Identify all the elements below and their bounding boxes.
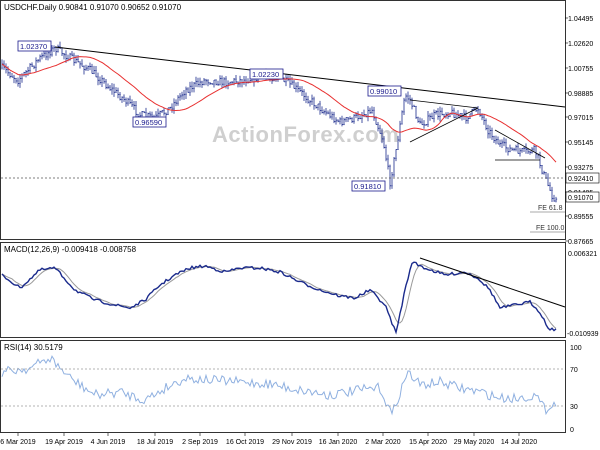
x-tick-label: 29 Nov 2019: [272, 439, 312, 446]
price-y-tick: 0.87665: [568, 239, 593, 246]
channel-upper-line: [494, 129, 546, 159]
svg-text:1.02370: 1.02370: [20, 42, 47, 51]
svg-text:0.91810: 0.91810: [354, 182, 381, 191]
rsi-y-70: 70: [570, 367, 578, 374]
rsi-header: RSI(14) 30.5179: [4, 343, 63, 352]
x-tick-label: 6 Mar 2019: [0, 439, 36, 446]
price-series: [1, 41, 558, 203]
level-marker: 0.92410: [565, 172, 600, 184]
x-tick-label: 19 Apr 2019: [45, 439, 83, 446]
macd-signal-line: [1, 263, 557, 329]
triangle-upper-line: [409, 99, 479, 109]
x-tick-label: 2 Mar 2020: [365, 439, 401, 446]
x-tick-label: 4 Jun 2019: [91, 439, 126, 446]
price-y-tick: 0.89555: [568, 214, 593, 221]
macd-line: [1, 261, 557, 335]
macd-y-top: 0.006321: [568, 251, 597, 258]
long-trendline: [54, 46, 566, 108]
annotation-low-1: 0.96590: [132, 116, 167, 128]
annotation-high-2: 1.02230: [249, 68, 284, 80]
current-price-marker: 0.91070: [565, 191, 600, 203]
macd-series: [1, 261, 557, 335]
macd-trendline: [419, 257, 566, 308]
svg-text:0.92410: 0.92410: [568, 176, 593, 183]
rsi-y-0: 0: [570, 427, 574, 434]
annotation-high-3: 0.99010: [367, 85, 402, 97]
price-y-tick: 1.04495: [568, 16, 593, 23]
price-y-tick: 0.93275: [568, 165, 593, 172]
svg-text:0.91070: 0.91070: [568, 195, 593, 202]
svg-text:1.02230: 1.02230: [252, 70, 279, 79]
rsi-line: [1, 355, 557, 416]
triangle-lower-line: [409, 107, 479, 143]
annotation-high-1: 1.02370: [17, 40, 52, 52]
rsi-panel-frame: [0, 340, 566, 433]
price-y-tick: 0.95145: [568, 140, 593, 147]
price-y-tick: 1.02620: [568, 41, 593, 48]
price-y-tick: 0.98885: [568, 91, 593, 98]
rsi-y-100: 100: [570, 345, 582, 352]
x-tick-label: 15 Apr 2020: [409, 439, 447, 446]
fe-61-label: FE 61.8: [538, 205, 563, 212]
price-panel-frame: [0, 0, 566, 240]
x-tick-label: 2 Sep 2019: [182, 439, 218, 446]
macd-y-bottom: -0.010939: [567, 331, 599, 338]
fe-100-label: FE 100.0: [536, 225, 565, 232]
price-header: USDCHF.Daily 0.90841 0.91070 0.90652 0.9…: [4, 3, 182, 12]
rsi-series: [1, 355, 557, 416]
x-tick-label: 14 Jul 2020: [501, 439, 537, 446]
svg-text:0.96590: 0.96590: [135, 118, 162, 127]
x-axis: 6 Mar 2019 19 Apr 2019 4 Jun 2019 18 Jul 20…: [0, 433, 537, 446]
annotation-low-2: 0.91810: [351, 180, 386, 192]
price-y-axis: 1.04495 1.02620 1.00755 0.98885 0.97015 0.951…: [565, 16, 593, 246]
svg-text:0.99010: 0.99010: [370, 87, 397, 96]
price-y-tick: 0.97015: [568, 115, 593, 122]
macd-header: MACD(12,26,9) -0.009418 -0.008758: [4, 245, 137, 254]
x-tick-label: 18 Jul 2019: [137, 439, 173, 446]
x-tick-label: 16 Jan 2020: [319, 439, 358, 446]
x-tick-label: 16 Oct 2019: [226, 439, 264, 446]
x-tick-label: 29 May 2020: [454, 439, 495, 446]
rsi-y-30: 30: [570, 404, 578, 411]
watermark: ActionForex.com: [212, 122, 399, 147]
price-y-tick: 1.00755: [568, 66, 593, 73]
macd-panel-frame: [0, 242, 566, 338]
